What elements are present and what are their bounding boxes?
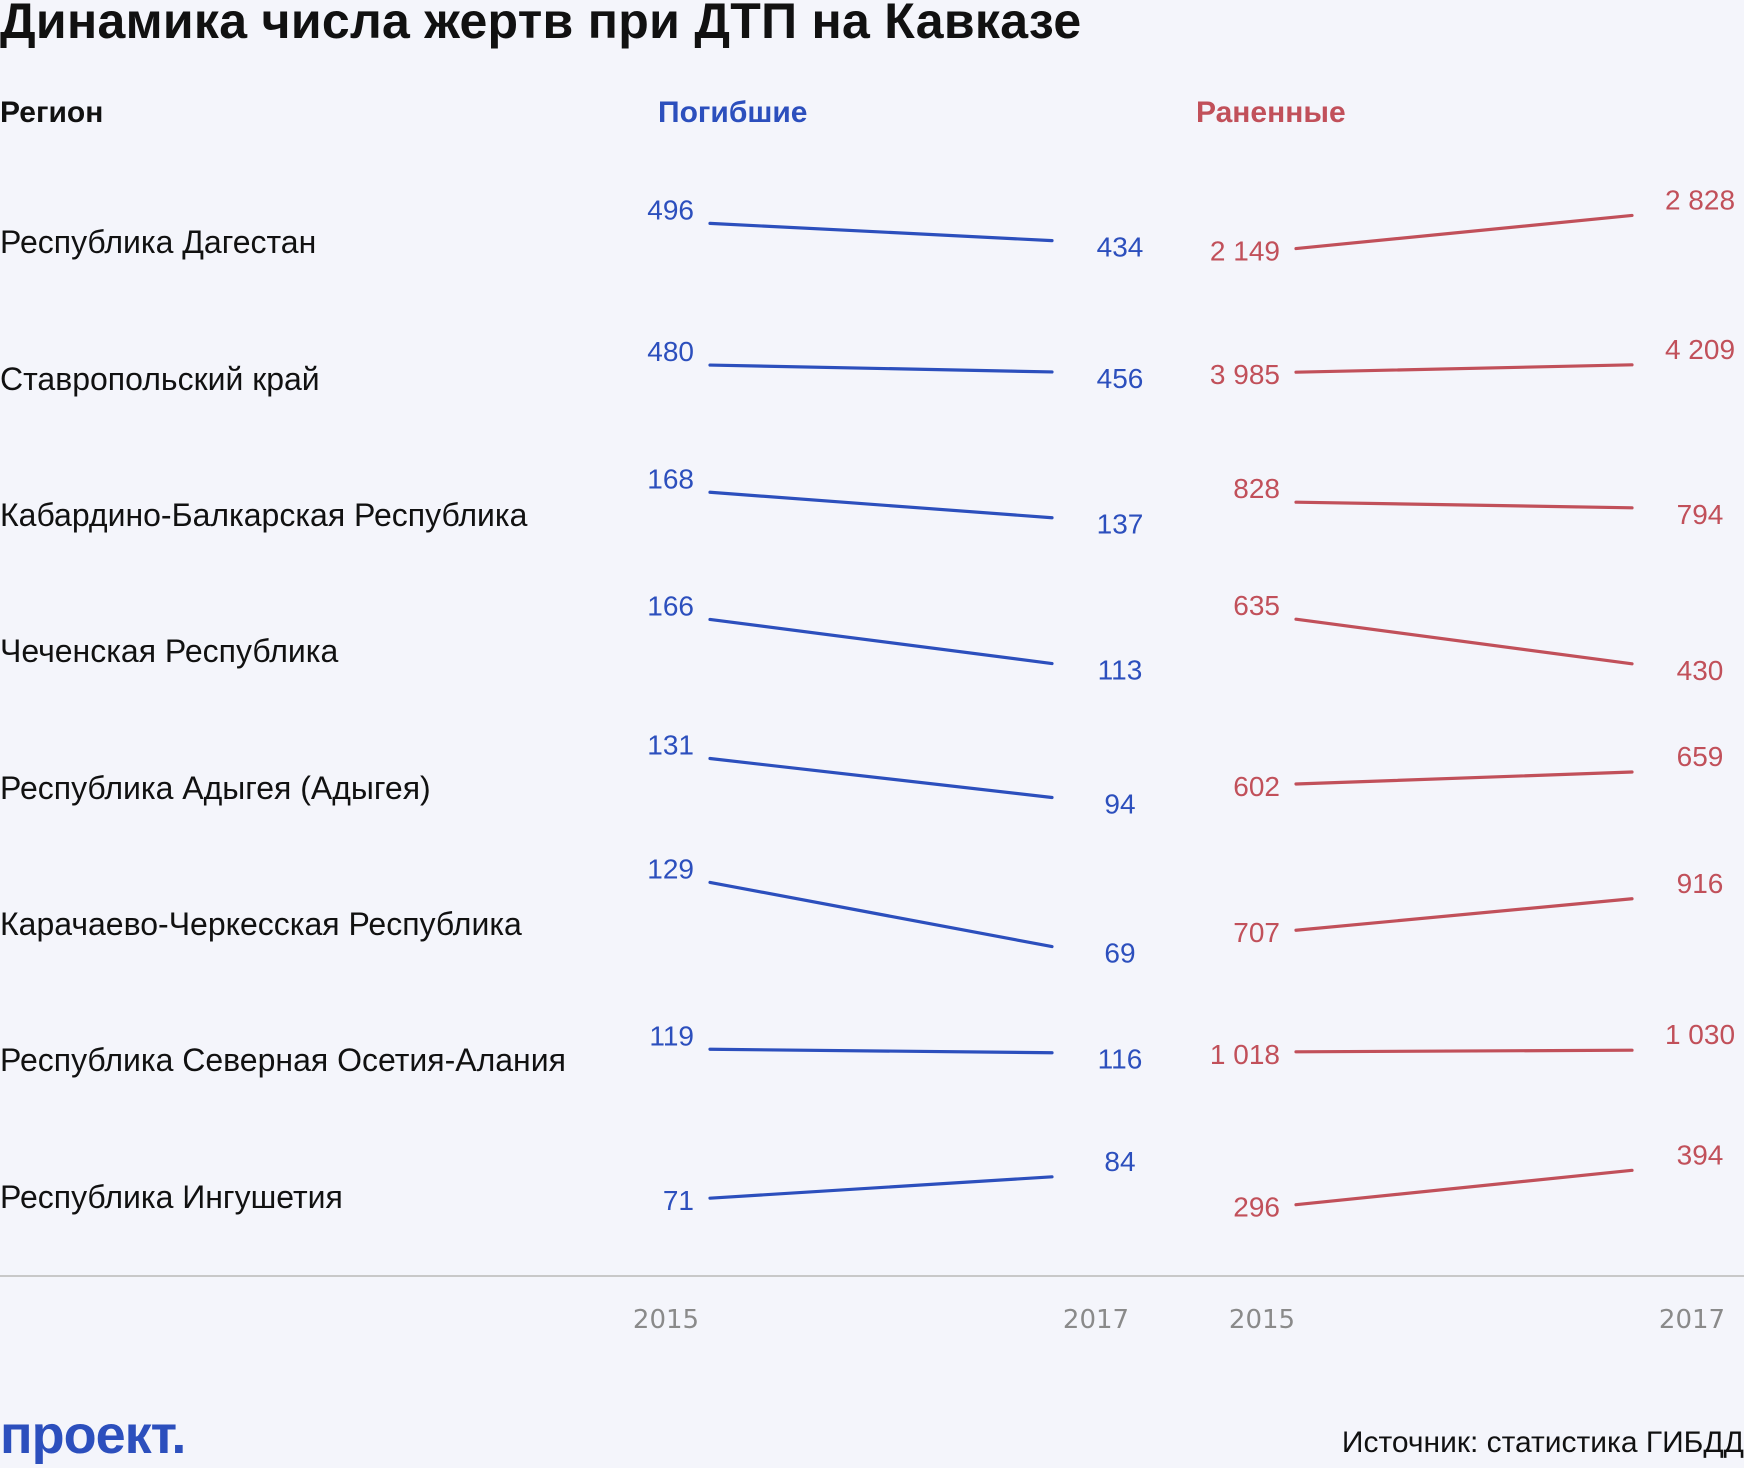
injured-slope-line — [1294, 617, 1634, 666]
injured-slope-line — [1294, 1048, 1634, 1054]
value-label-2017: 137 — [1097, 509, 1144, 540]
value-label-2017: 659 — [1677, 741, 1724, 772]
value-label-2015: 1 018 — [1210, 1039, 1280, 1070]
injured-slope-line — [1294, 1168, 1634, 1207]
value-label-2015: 480 — [647, 336, 694, 367]
value-label-2017: 394 — [1677, 1139, 1724, 1170]
injured-slope-line — [1294, 770, 1634, 786]
region-label: Чеченская Республика — [0, 633, 339, 669]
value-label-2017: 4 209 — [1665, 334, 1735, 365]
injured-slope-line — [1294, 363, 1634, 374]
killed-slope-line — [708, 490, 1054, 520]
x-tick-label: 2017 — [1063, 1305, 1129, 1335]
value-label-2015: 168 — [647, 463, 694, 494]
x-tick-label: 2017 — [1659, 1305, 1725, 1335]
value-label-2015: 2 149 — [1210, 236, 1280, 267]
region-label: Республика Адыгея (Адыгея) — [0, 770, 431, 806]
column-header-killed: Погибшие — [658, 96, 808, 129]
value-label-2015: 707 — [1233, 917, 1280, 948]
value-label-2015: 131 — [647, 730, 694, 761]
value-label-2015: 166 — [647, 590, 694, 621]
value-label-2017: 94 — [1104, 788, 1135, 819]
value-label-2015: 496 — [647, 194, 694, 225]
value-label-2015: 296 — [1233, 1192, 1280, 1223]
value-label-2015: 71 — [663, 1185, 694, 1216]
region-label: Республика Ингушетия — [0, 1179, 343, 1215]
killed-slope-line — [708, 756, 1054, 800]
value-label-2015: 602 — [1233, 771, 1280, 802]
value-label-2017: 794 — [1677, 499, 1724, 530]
value-label-2015: 635 — [1233, 590, 1280, 621]
value-label-2017: 113 — [1098, 655, 1143, 686]
killed-slope-line — [708, 880, 1054, 949]
value-label-2017: 84 — [1104, 1146, 1135, 1177]
column-header-region: Регион — [0, 96, 104, 129]
region-label: Республика Дагестан — [0, 224, 317, 260]
value-label-2017: 434 — [1097, 232, 1144, 263]
x-tick-label: 2015 — [1229, 1305, 1295, 1335]
value-label-2017: 1 030 — [1665, 1019, 1735, 1050]
injured-slope-line — [1294, 897, 1634, 932]
slope-chart: 496 434 480 456 168 137 166 113 131 94 129 69 119 116… — [0, 184, 1744, 1335]
injured-slope-line — [1294, 500, 1634, 510]
value-label-2015: 129 — [647, 853, 694, 884]
injured-slope-line — [1294, 213, 1634, 251]
source-note: Источник: статистика ГИБДД — [1341, 1426, 1744, 1459]
column-header-injured: Раненные — [1196, 96, 1346, 129]
value-label-2015: 119 — [649, 1020, 694, 1051]
region-label: Карачаево-Черкесская Республика — [0, 906, 522, 942]
value-label-2017: 430 — [1677, 655, 1724, 686]
x-tick-label: 2015 — [633, 1305, 699, 1335]
killed-slope-line — [708, 363, 1054, 374]
killed-slope-line — [708, 1175, 1054, 1200]
killed-slope-line — [708, 1047, 1054, 1055]
chart-title: Динамика числа жертв при ДТП на Кавказе — [0, 0, 1082, 49]
region-label: Кабардино-Балкарская Республика — [0, 497, 528, 533]
killed-slope-line — [708, 617, 1054, 666]
value-label-2017: 916 — [1677, 868, 1724, 899]
value-label-2017: 2 828 — [1665, 184, 1735, 215]
value-label-2017: 116 — [1098, 1044, 1143, 1075]
value-label-2017: 69 — [1104, 938, 1135, 969]
value-label-2015: 828 — [1233, 473, 1280, 504]
value-label-2015: 3 985 — [1210, 359, 1280, 390]
killed-slope-line — [708, 221, 1054, 243]
logo: проект. — [0, 1405, 186, 1465]
region-label: Республика Северная Осетия-Алания — [0, 1042, 566, 1078]
region-label: Ставропольский край — [0, 361, 320, 397]
value-label-2017: 456 — [1097, 363, 1144, 394]
